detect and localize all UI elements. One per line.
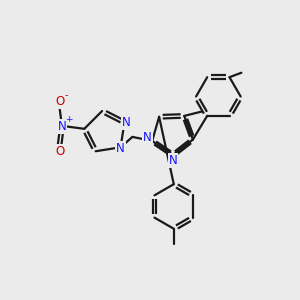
Text: N: N [116, 142, 125, 155]
Text: +: + [65, 116, 72, 124]
Text: -: - [64, 91, 68, 100]
Text: O: O [55, 145, 64, 158]
Text: O: O [55, 95, 64, 108]
Text: N: N [122, 116, 130, 129]
Text: N: N [143, 131, 152, 145]
Text: N: N [169, 154, 177, 167]
Text: N: N [58, 120, 66, 133]
